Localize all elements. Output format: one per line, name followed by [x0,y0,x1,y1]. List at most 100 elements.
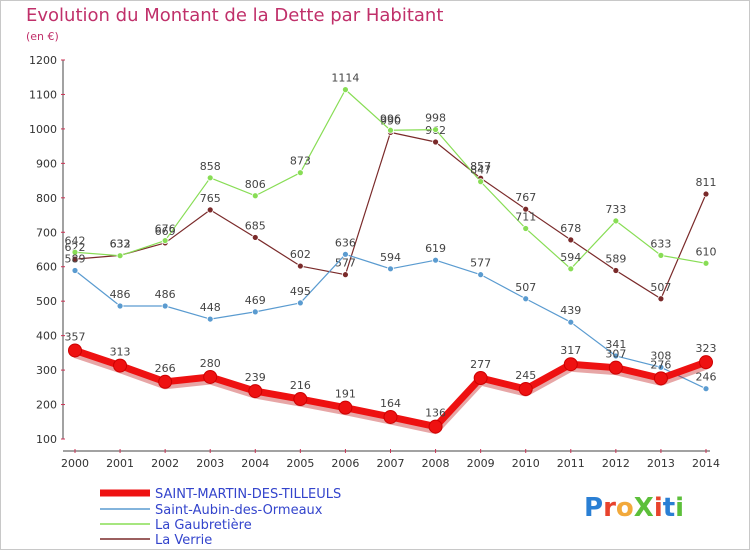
data-point [657,251,665,259]
data-point [612,217,620,225]
data-point [206,206,214,214]
data-label: 811 [696,176,717,189]
data-point [342,271,349,279]
chart-unit: (en €) [26,30,59,43]
legend-label: La Gaubretière [155,518,252,533]
x-tick-label: 2009 [467,457,495,470]
x-tick-label: 2004 [241,457,269,470]
y-tick-label: 400 [36,330,57,343]
data-point [428,419,443,434]
data-label: 486 [110,288,131,301]
y-tick-label: 200 [36,399,57,412]
data-point [702,385,710,393]
data-point [387,126,394,134]
data-point [71,255,79,263]
data-label: 239 [245,371,266,384]
x-tick-label: 2014 [692,457,720,470]
data-point [432,138,439,146]
data-label: 998 [425,112,446,125]
data-point [251,308,259,316]
proxiti-logo: ProXiti [584,493,684,523]
data-label: 733 [605,203,626,216]
data-label: 323 [696,342,717,355]
x-tick-label: 2007 [377,457,405,470]
data-label: 589 [605,253,626,266]
data-label: 317 [560,344,581,357]
data-point [699,355,713,370]
data-label: 191 [335,388,356,401]
data-point [251,192,259,200]
data-point [248,384,263,399]
data-label: 589 [65,253,86,266]
legend-label: Saint-Aubin-des-Ormeaux [155,503,323,518]
data-point [203,369,218,384]
data-label: 341 [605,338,626,351]
x-tick-label: 2006 [331,457,359,470]
data-point [657,295,665,303]
x-tick-label: 2002 [151,457,179,470]
y-tick-label: 1200 [29,54,57,67]
data-label: 857 [470,160,491,173]
y-tick-label: 600 [36,261,57,274]
x-tick-label: 2011 [557,457,585,470]
data-label: 280 [200,357,221,370]
data-point [251,234,259,241]
y-tick-label: 500 [36,295,57,308]
y-tick-label: 800 [36,192,57,205]
data-point [296,169,304,177]
data-point [432,126,439,133]
data-label: 678 [560,222,581,235]
data-point [518,382,533,397]
data-label: 448 [200,301,221,314]
data-point [702,190,710,198]
data-label: 858 [200,160,221,173]
data-label: 765 [200,192,221,205]
data-point [477,271,485,279]
data-point [567,318,575,326]
legend-label: La Verrie [155,533,212,548]
data-point [387,265,394,273]
data-label: 767 [515,191,536,204]
data-label: 847 [470,164,491,177]
x-tick-label: 2012 [602,457,630,470]
data-label: 669 [155,225,176,238]
data-label: 577 [335,257,356,270]
x-tick-label: 2001 [106,457,134,470]
data-label: 164 [380,397,401,410]
data-label: 610 [696,245,717,258]
data-point [71,248,79,256]
data-point [342,86,349,94]
data-point [113,358,128,373]
data-label: 307 [605,348,626,361]
data-label: 619 [425,242,446,255]
data-point [702,259,710,267]
data-label: 507 [650,281,671,294]
x-tick-label: 2008 [422,457,450,470]
data-point [522,295,530,303]
data-point [161,302,169,310]
data-label: 622 [65,241,86,254]
data-point [206,174,214,182]
data-label: 632 [110,238,131,251]
x-tick-label: 2013 [647,457,675,470]
data-label: 676 [155,223,176,236]
data-point [71,267,79,274]
x-tick-label: 2010 [512,457,540,470]
data-label: 313 [110,346,131,359]
data-point [158,374,173,389]
data-point [338,400,353,415]
data-point [567,236,575,244]
data-label: 1114 [331,72,359,85]
data-point [296,262,304,270]
data-label: 685 [245,219,266,232]
data-point [432,256,439,264]
chart-title: Evolution du Montant de la Dette par Hab… [26,5,444,26]
data-label: 507 [515,281,536,294]
y-tick-label: 1000 [29,123,57,136]
data-point [293,392,308,407]
data-label: 577 [470,257,491,270]
y-tick-label: 300 [36,364,57,377]
data-point [473,371,488,386]
